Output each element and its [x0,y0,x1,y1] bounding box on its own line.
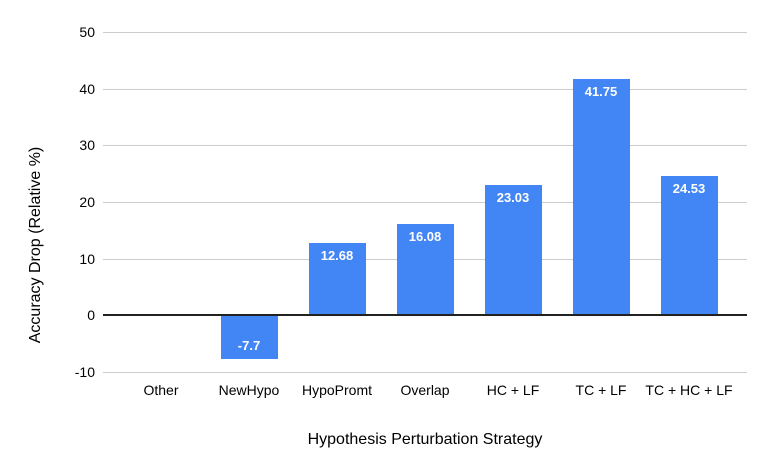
zero-baseline [103,314,747,317]
gridline [103,32,747,33]
bar [484,184,542,316]
x-tick-label: HypoPromt [301,382,373,398]
y-tick-label: -10 [74,364,95,380]
y-tick-label: 30 [79,137,95,154]
y-tick-label: 40 [79,80,95,97]
bar [660,176,718,316]
x-tick-label: TC + LF [575,382,627,398]
x-axis-title: Hypothesis Perturbation Strategy [307,431,543,448]
x-tick-label: NewHypo [218,382,280,398]
y-tick-label: 10 [79,250,95,267]
bar-value-label: 16.08 [408,229,442,245]
y-tick-label: 0 [87,307,95,324]
bar-value-label: 23.03 [496,189,530,205]
y-tick-label: 20 [79,194,95,210]
gridline [103,372,747,373]
bar-value-label: 41.75 [584,83,618,99]
bar [396,224,454,316]
x-tick-label: TC + HC + LF [645,382,733,398]
bar [308,243,366,316]
plot-area: -7.7 12.68 16.08 23.03 41.75 24.53 [103,32,747,373]
y-tick-label: 50 [79,24,95,40]
gridline [103,88,747,90]
bar-value-label: 24.53 [672,181,706,197]
gridline [103,145,747,147]
x-tick-label: HC + LF [486,382,540,398]
x-tick-label: Other [143,382,179,398]
bar [220,315,278,359]
x-tick-label: Overlap [400,382,450,398]
bar-value-label: 12.68 [320,248,354,264]
bar-value-label: -7.7 [237,337,261,353]
bar [572,78,630,316]
gridline [103,202,747,203]
